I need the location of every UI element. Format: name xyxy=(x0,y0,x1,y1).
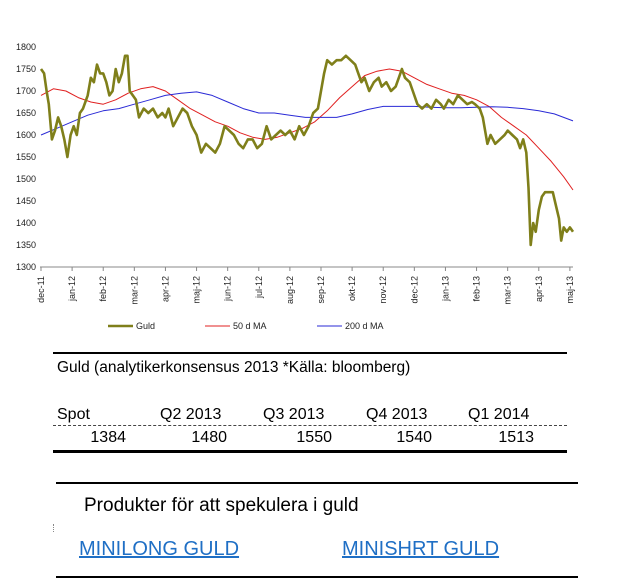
x-tick-label: feb-12 xyxy=(98,276,108,302)
value-q2-2013: 1480 xyxy=(191,429,227,446)
x-tick-label: jan-13 xyxy=(440,276,450,302)
x-tick-label: jun-12 xyxy=(223,276,233,302)
y-tick-label: 1700 xyxy=(16,86,36,96)
gold-price-chart: 1300 1350 1400 1450 1500 1550 1600 1650 1700 1750… xyxy=(16,42,575,331)
legend-label: Guld xyxy=(136,321,155,331)
x-tick-label: okt-12 xyxy=(347,276,357,301)
x-tick-label: jan-12 xyxy=(67,276,77,302)
series-line-guld xyxy=(39,54,575,247)
value-spot: 1384 xyxy=(90,429,126,446)
header-q2-2013: Q2 2013 xyxy=(160,406,222,423)
table-header-divider xyxy=(53,425,567,426)
legend-label: 50 d MA xyxy=(233,321,267,331)
y-tick-label: 1650 xyxy=(16,108,36,118)
value-q3-2013: 1550 xyxy=(296,429,332,446)
table-top-rule xyxy=(53,352,567,354)
x-tick-label: maj-13 xyxy=(565,276,575,304)
minilong-gold-link[interactable]: MINILONG GULD xyxy=(79,538,240,560)
x-tick-label: dec-11 xyxy=(36,276,46,303)
x-tick-label: nov-12 xyxy=(378,276,388,304)
products-top-rule xyxy=(56,482,578,484)
y-tick-label: 1450 xyxy=(16,196,36,206)
x-tick-label: aug-12 xyxy=(285,276,295,304)
y-tick-label: 1600 xyxy=(16,130,36,140)
table-bottom-rule xyxy=(53,450,567,453)
header-q3-2013: Q3 2013 xyxy=(263,406,325,423)
legend-label: 200 d MA xyxy=(345,321,384,331)
y-tick-label: 1750 xyxy=(16,64,36,74)
chart-series xyxy=(39,54,575,247)
x-tick-label: apr-12 xyxy=(160,276,170,302)
x-tick-label: mar-12 xyxy=(129,276,139,305)
value-q4-2013: 1540 xyxy=(396,429,432,446)
header-spot: Spot xyxy=(57,406,90,423)
x-tick-label: maj-12 xyxy=(192,276,202,304)
x-tick-label: feb-13 xyxy=(472,276,482,302)
x-tick-label: mar-13 xyxy=(503,276,513,305)
products-bottom-rule xyxy=(56,576,578,578)
y-tick-label: 1300 xyxy=(16,262,36,272)
minishrt-gold-link[interactable]: MINISHRT GULD xyxy=(342,538,500,560)
value-q1-2014: 1513 xyxy=(498,429,534,446)
y-tick-label: 1350 xyxy=(16,240,36,250)
y-tick-label: 1400 xyxy=(16,218,36,228)
header-q1-2014: Q1 2014 xyxy=(468,406,530,423)
y-axis-ticks: 1300 1350 1400 1450 1500 1550 1600 1650 1700 1750… xyxy=(16,42,36,272)
y-tick-label: 1500 xyxy=(16,174,36,184)
y-tick-label: 1550 xyxy=(16,152,36,162)
marker xyxy=(53,524,56,532)
series-line-200-d-ma xyxy=(40,91,574,136)
x-tick-label: sep-12 xyxy=(316,276,326,304)
y-tick-label: 1800 xyxy=(16,42,36,52)
header-q4-2013: Q4 2013 xyxy=(366,406,428,423)
consensus-title: Guld (analytikerkonsensus 2013 *Källa: b… xyxy=(57,359,411,376)
chart-legend: Guld 50 d MA 200 d MA xyxy=(108,321,384,331)
x-tick-label: apr-13 xyxy=(534,276,544,302)
x-axis-ticks: dec-11 jan-12 feb-12 mar-12 apr-12 maj-12 jun-… xyxy=(36,267,575,305)
x-tick-label: jul-12 xyxy=(254,276,264,299)
products-title: Produkter för att spekulera i guld xyxy=(84,495,359,516)
x-tick-label: dec-12 xyxy=(409,276,419,304)
